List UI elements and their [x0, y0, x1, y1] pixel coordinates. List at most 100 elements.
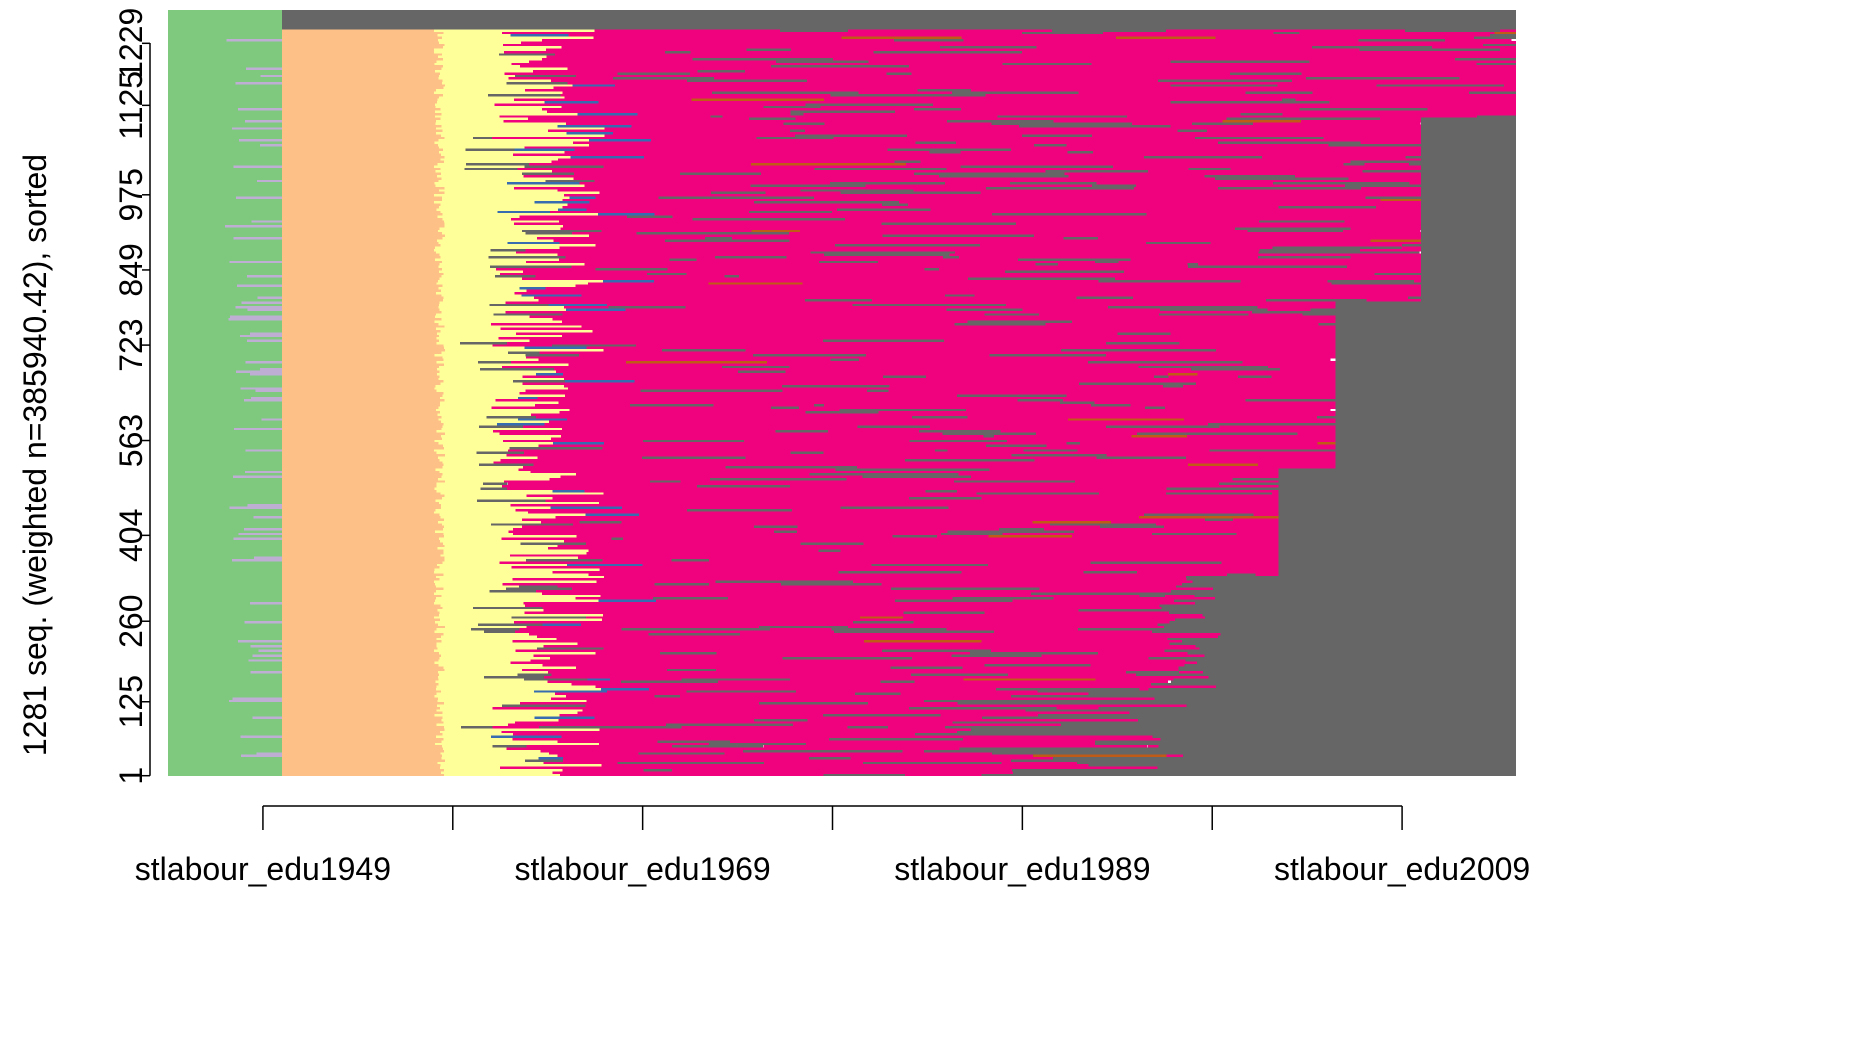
sequence-segment [558, 220, 655, 223]
sequence-segment [281, 666, 444, 669]
sequence-segment [250, 332, 282, 335]
sequence-segment [1421, 170, 1516, 173]
sequence-segment [1183, 384, 1301, 388]
sequence-segment [281, 341, 437, 345]
sequence-segment [437, 34, 511, 37]
sequence-segment [281, 678, 439, 681]
sequence-segment [652, 597, 728, 600]
sequence-segment [168, 518, 282, 521]
sequence-segment [1276, 224, 1422, 228]
sequence-segment [1278, 496, 1516, 500]
sequence-segment [168, 473, 282, 476]
sequence-segment [860, 616, 904, 619]
sequence-segment [809, 618, 1169, 622]
sequence-segment [881, 649, 992, 653]
sequence-segment [625, 308, 947, 311]
sequence-segment [281, 663, 439, 667]
sequence-segment [595, 244, 743, 247]
sequence-segment [168, 546, 282, 550]
sequence-segment [553, 442, 604, 445]
sequence-segment [1421, 246, 1516, 249]
sequence-segment [168, 88, 282, 92]
sequence-segment [1221, 561, 1279, 564]
sequence-segment [588, 549, 819, 552]
sequence-segment [1121, 568, 1162, 571]
sequence-segment [1242, 360, 1336, 364]
sequence-segment [438, 96, 565, 99]
sequence-segment [1361, 69, 1516, 73]
sequence-segment [168, 291, 282, 295]
sequence-segment [503, 439, 596, 443]
sequence-segment [281, 375, 440, 378]
sequence-segment [621, 520, 738, 524]
sequence-segment [1017, 258, 1131, 261]
sequence-segment [1061, 723, 1516, 727]
sequence-segment [1218, 141, 1361, 144]
sequence-segment [824, 38, 894, 42]
sequence-segment [281, 141, 435, 144]
sequence-segment [281, 399, 445, 402]
sequence-segment [1025, 136, 1195, 140]
sequence-segment [534, 201, 590, 204]
sequence-segment [536, 589, 619, 593]
sequence-segment [1370, 239, 1422, 242]
sequence-segment [614, 606, 704, 610]
sequence-segment [281, 570, 435, 574]
sequence-segment [1281, 98, 1296, 102]
sequence-segment [823, 403, 1091, 407]
sequence-segment [943, 255, 959, 259]
sequence-segment [650, 139, 1005, 142]
sequence-segment [529, 315, 716, 319]
sequence-segment [887, 725, 945, 729]
sequence-segment [281, 72, 440, 75]
sequence-segment [556, 637, 791, 641]
sequence-segment [168, 561, 282, 564]
sequence-segment [1235, 411, 1336, 414]
sequence-segment [946, 119, 1054, 123]
sequence-segment [584, 263, 938, 266]
sequence-segment [438, 651, 596, 655]
sequence-segment [443, 702, 521, 705]
sequence-segment [281, 713, 435, 717]
sequence-segment [766, 360, 1089, 364]
sequence-segment [713, 77, 938, 80]
sequence-segment [561, 735, 837, 738]
sequence-segment [1194, 594, 1516, 598]
sequence-segment [990, 766, 1088, 769]
sequence-segment [1220, 298, 1267, 302]
sequence-segment [585, 616, 861, 619]
sequence-segment [1168, 375, 1238, 378]
sequence-segment [841, 682, 1021, 686]
sequence-segment [709, 477, 847, 481]
sequence-segment [814, 167, 947, 171]
sequence-segment [950, 387, 1056, 390]
sequence-segment [507, 487, 873, 490]
sequence-segment [261, 418, 282, 421]
sequence-segment [168, 139, 240, 142]
sequence-segment [800, 537, 926, 540]
sequence-segment [818, 549, 841, 552]
sequence-segment [1057, 286, 1280, 290]
sequence-segment [917, 88, 971, 92]
sequence-segment [281, 19, 1516, 23]
sequence-segment [864, 640, 982, 643]
sequence-segment [502, 582, 655, 586]
sequence-segment [942, 432, 1036, 436]
sequence-segment [440, 764, 602, 767]
sequence-segment [281, 394, 443, 397]
sequence-segment [445, 480, 504, 483]
sequence-segment [1014, 379, 1240, 383]
sequence-segment [524, 678, 588, 681]
sequence-segment [560, 475, 863, 478]
sequence-segment [1007, 196, 1366, 199]
sequence-segment [168, 177, 282, 180]
sequence-segment [434, 487, 481, 490]
sequence-segment [618, 589, 696, 593]
sequence-segment [1143, 155, 1262, 159]
sequence-segment [437, 675, 484, 679]
sequence-segment [1278, 515, 1516, 519]
sequence-segment [886, 320, 968, 323]
sequence-segment [245, 67, 282, 71]
sequence-segment [603, 647, 860, 650]
sequence-segment [1003, 203, 1132, 206]
